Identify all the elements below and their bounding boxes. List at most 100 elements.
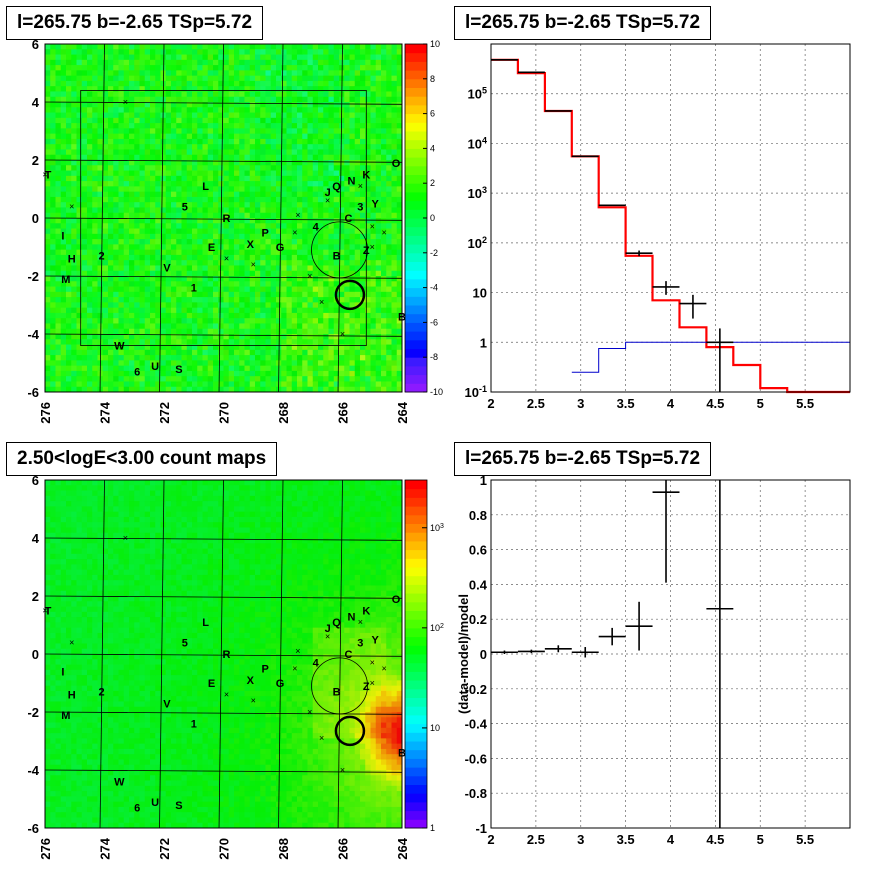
y-tick-label: -0.4	[465, 717, 488, 732]
source-label: Q	[332, 181, 341, 193]
source-label: 5	[182, 201, 188, 213]
y-tick-label: 2	[32, 153, 39, 168]
y-tick-label: 10	[473, 286, 487, 301]
y-tick-label: -2	[27, 269, 39, 284]
x-tick-label: 266	[336, 838, 351, 860]
source-cross-mark: ×	[123, 97, 128, 107]
y-tick-label: 0.8	[469, 508, 487, 523]
source-label: Q	[332, 617, 341, 629]
y-tick-label: 4	[32, 95, 40, 110]
y-tick-label: -0.6	[465, 751, 487, 766]
chart-grid	[491, 480, 850, 828]
source-cross-mark: ×	[382, 664, 387, 674]
y-axis-label: (data-model)/model	[456, 594, 471, 714]
source-label: H	[68, 690, 76, 702]
y-tick-label: 0	[480, 647, 487, 662]
colorbar-tick-label: 8	[430, 74, 435, 84]
source-label: 4	[313, 222, 320, 234]
x-tick-label: 3.5	[617, 832, 635, 847]
source-label: O	[392, 158, 401, 170]
source-label: E	[208, 678, 215, 690]
colorbar-tick-label: 1	[430, 823, 435, 833]
x-tick-label: 272	[157, 402, 172, 424]
y-tick-label: 1	[480, 335, 487, 350]
source-cross-mark: ×	[319, 733, 324, 743]
source-cross-mark: ×	[382, 228, 387, 238]
data-point	[706, 328, 733, 392]
x-tick-label: 5.5	[796, 396, 814, 411]
x-tick-label: 3	[577, 832, 584, 847]
source-label: R	[222, 649, 230, 661]
x-tick-label: 5.5	[796, 832, 814, 847]
source-cross-mark: ×	[295, 646, 300, 656]
colorbar-tick-label: -10	[430, 387, 443, 397]
source-cross-mark: ×	[251, 695, 256, 705]
source-label: H	[68, 254, 76, 266]
y-tick-label: -6	[27, 385, 39, 400]
y-tick-label: 0.2	[469, 612, 487, 627]
source-label: S	[175, 800, 182, 812]
source-cross-mark: ×	[370, 658, 375, 668]
x-tick-label: 274	[98, 401, 113, 423]
x-tick-label: 2.5	[527, 832, 545, 847]
source-cross-mark: ×	[370, 242, 375, 252]
data-point	[706, 480, 733, 828]
source-label: K	[362, 606, 370, 618]
source-label: R	[222, 213, 230, 225]
x-tick-label: 4.5	[706, 832, 724, 847]
source-label: N	[347, 611, 355, 623]
source-label: I	[61, 230, 64, 242]
x-tick-label: 2	[487, 832, 494, 847]
colorbar-tick-label: 6	[430, 109, 435, 119]
source-cross-mark: ×	[325, 196, 330, 206]
source-label: 5	[182, 637, 188, 649]
source-label: M	[61, 710, 70, 722]
y-tick-label: -4	[27, 327, 39, 342]
colorbar-tick-label: 2	[430, 178, 435, 188]
y-tick-label: 104	[468, 135, 487, 151]
source-cross-mark: ×	[370, 678, 375, 688]
x-tick-label: 268	[276, 838, 291, 860]
source-label: 2	[98, 251, 104, 263]
source-cross-mark: ×	[295, 210, 300, 220]
source-label: 2	[98, 687, 104, 699]
source-cross-mark: ×	[340, 765, 345, 775]
colorbar-tick-label: -2	[430, 248, 438, 258]
source-label: P	[261, 228, 268, 240]
source-label: L	[202, 181, 209, 193]
source-cross-mark: ×	[358, 181, 363, 191]
source-label: 6	[134, 367, 140, 379]
source-cross-mark: ×	[251, 259, 256, 269]
source-label: O	[392, 594, 401, 606]
source-label: B	[333, 687, 341, 699]
source-cross-mark: ×	[307, 707, 312, 717]
x-tick-label: 266	[336, 402, 351, 424]
source-cross-mark: ×	[42, 606, 47, 616]
source-label: G	[276, 242, 285, 254]
source-label: N	[347, 175, 355, 187]
source-label: V	[163, 698, 171, 710]
source-label: L	[202, 617, 209, 629]
data-point	[679, 295, 706, 319]
source-cross-mark: ×	[224, 254, 229, 264]
source-label: Y	[372, 199, 380, 211]
y-tick-label: 0	[32, 647, 39, 662]
source-cross-mark: ×	[370, 222, 375, 232]
source-label: 6	[134, 803, 140, 815]
y-tick-label: 0	[32, 211, 39, 226]
x-tick-label: 5	[757, 396, 764, 411]
source-label: X	[247, 239, 255, 251]
y-tick-label: 105	[468, 86, 487, 102]
data-point	[545, 645, 572, 652]
source-label: K	[362, 170, 370, 182]
y-tick-label: -0.8	[465, 786, 487, 801]
x-tick-label: 276	[38, 838, 53, 860]
y-tick-label: -2	[27, 705, 39, 720]
colorbar-tick-label: 0	[430, 213, 435, 223]
source-label: I	[61, 666, 64, 678]
x-tick-label: 3	[577, 396, 584, 411]
